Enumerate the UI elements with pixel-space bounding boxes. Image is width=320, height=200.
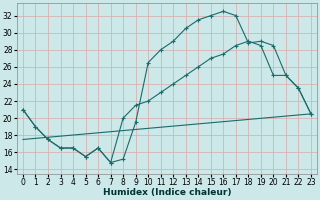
X-axis label: Humidex (Indice chaleur): Humidex (Indice chaleur): [103, 188, 231, 197]
